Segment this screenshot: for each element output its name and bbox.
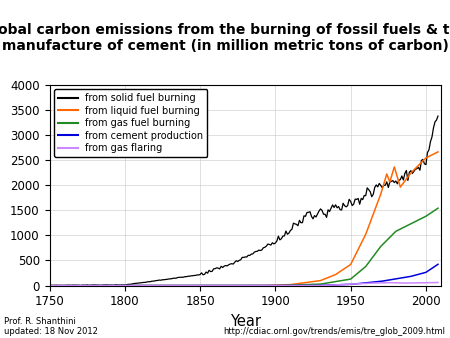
Text: Global carbon emissions from the burning of fossil fuels & the
manufacture of ce: Global carbon emissions from the burning… (0, 23, 450, 53)
Text: http://cdiac.ornl.gov/trends/emis/tre_glob_2009.html: http://cdiac.ornl.gov/trends/emis/tre_gl… (224, 327, 446, 336)
Text: Prof. R. Shanthini
updated: 18 Nov 2012: Prof. R. Shanthini updated: 18 Nov 2012 (4, 317, 99, 336)
Legend: from solid fuel burning, from liquid fuel burning, from gas fuel burning, from c: from solid fuel burning, from liquid fue… (54, 89, 207, 157)
X-axis label: Year: Year (230, 314, 261, 329)
